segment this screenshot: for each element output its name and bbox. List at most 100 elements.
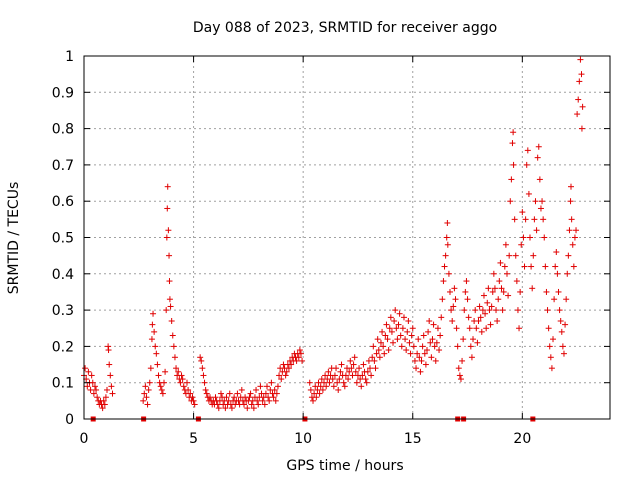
data-point (381, 350, 388, 357)
data-point (456, 372, 463, 379)
data-point (566, 227, 573, 234)
data-point (234, 390, 241, 397)
data-point (404, 328, 411, 335)
data-point (525, 190, 532, 197)
data-point (295, 354, 302, 361)
data-point (455, 365, 462, 372)
data-point (576, 78, 583, 85)
data-point (364, 368, 371, 375)
data-point (143, 394, 150, 401)
data-point (392, 307, 399, 314)
data-point (444, 241, 451, 248)
data-point (144, 401, 151, 408)
data-point (416, 354, 423, 361)
data-point (348, 365, 355, 372)
data-point (402, 336, 409, 343)
data-point (542, 263, 549, 270)
data-point (399, 325, 406, 332)
data-point (248, 401, 255, 408)
data-point (370, 343, 377, 350)
data-point (524, 147, 531, 154)
data-point (376, 354, 383, 361)
data-point (397, 332, 404, 339)
data-point (398, 343, 405, 350)
data-point (513, 278, 520, 285)
data-point (464, 296, 471, 303)
data-point (190, 397, 197, 404)
data-points (81, 56, 586, 412)
data-point (393, 325, 400, 332)
data-point (322, 372, 329, 379)
data-point (483, 325, 490, 332)
data-point (140, 397, 147, 404)
data-point (329, 376, 336, 383)
data-point (457, 376, 464, 383)
data-point (529, 285, 536, 292)
data-point (523, 161, 530, 168)
data-point (271, 386, 278, 393)
data-point (106, 361, 113, 368)
data-point (450, 303, 457, 310)
data-point (142, 383, 149, 390)
data-point (315, 379, 322, 386)
y-tick-label: 1 (65, 49, 74, 65)
data-point (320, 379, 327, 386)
data-point (253, 386, 260, 393)
data-point (215, 405, 222, 412)
data-point (153, 350, 160, 357)
data-point (494, 317, 501, 324)
data-point (544, 307, 551, 314)
data-point (84, 383, 91, 390)
data-point (420, 332, 427, 339)
data-point (476, 303, 483, 310)
data-point (516, 325, 523, 332)
data-point (340, 379, 347, 386)
data-point (168, 317, 175, 324)
data-point (532, 198, 539, 205)
data-point (543, 288, 550, 295)
data-point (266, 397, 273, 404)
data-point (257, 383, 264, 390)
data-point (527, 234, 534, 241)
data-point (261, 401, 268, 408)
data-point (276, 372, 283, 379)
data-point (578, 71, 585, 78)
data-point (488, 303, 495, 310)
data-point (164, 205, 171, 212)
data-point (163, 234, 170, 241)
data-point (212, 394, 219, 401)
data-point (423, 347, 430, 354)
data-point (318, 376, 325, 383)
data-point (141, 390, 148, 397)
data-point (514, 307, 521, 314)
data-point (342, 372, 349, 379)
data-point (408, 332, 415, 339)
data-point (478, 328, 485, 335)
data-point (555, 288, 562, 295)
data-point (240, 401, 247, 408)
data-point (107, 372, 114, 379)
data-point (214, 401, 221, 408)
data-point (395, 321, 402, 328)
data-point (479, 307, 486, 314)
data-point (347, 357, 354, 364)
data-point (433, 339, 440, 346)
data-point (452, 296, 459, 303)
x-tick-label: 20 (513, 431, 531, 447)
data-point (363, 379, 370, 386)
data-point (480, 292, 487, 299)
data-point (573, 227, 580, 234)
data-point (335, 386, 342, 393)
data-point (482, 310, 489, 317)
data-point (228, 405, 235, 412)
data-point (159, 390, 166, 397)
data-point (379, 328, 386, 335)
data-point (553, 249, 560, 256)
data-point (484, 299, 491, 306)
data-point (346, 368, 353, 375)
data-point (259, 397, 266, 404)
data-point (417, 368, 424, 375)
data-point (448, 307, 455, 314)
data-point (410, 343, 417, 350)
data-point (105, 347, 112, 354)
